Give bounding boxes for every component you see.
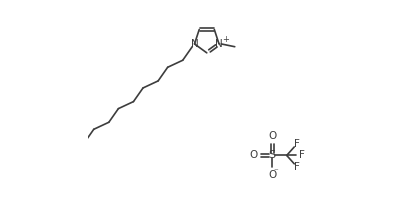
Text: S: S: [269, 150, 276, 161]
Text: F: F: [294, 162, 300, 172]
Text: N: N: [215, 39, 223, 49]
Text: O: O: [268, 131, 276, 141]
Text: N: N: [191, 39, 198, 49]
Text: F: F: [294, 139, 300, 149]
Text: O: O: [268, 170, 276, 180]
Text: F: F: [299, 150, 305, 161]
Text: +: +: [222, 35, 229, 44]
Text: ⁻: ⁻: [274, 168, 279, 176]
Text: O: O: [249, 150, 257, 161]
